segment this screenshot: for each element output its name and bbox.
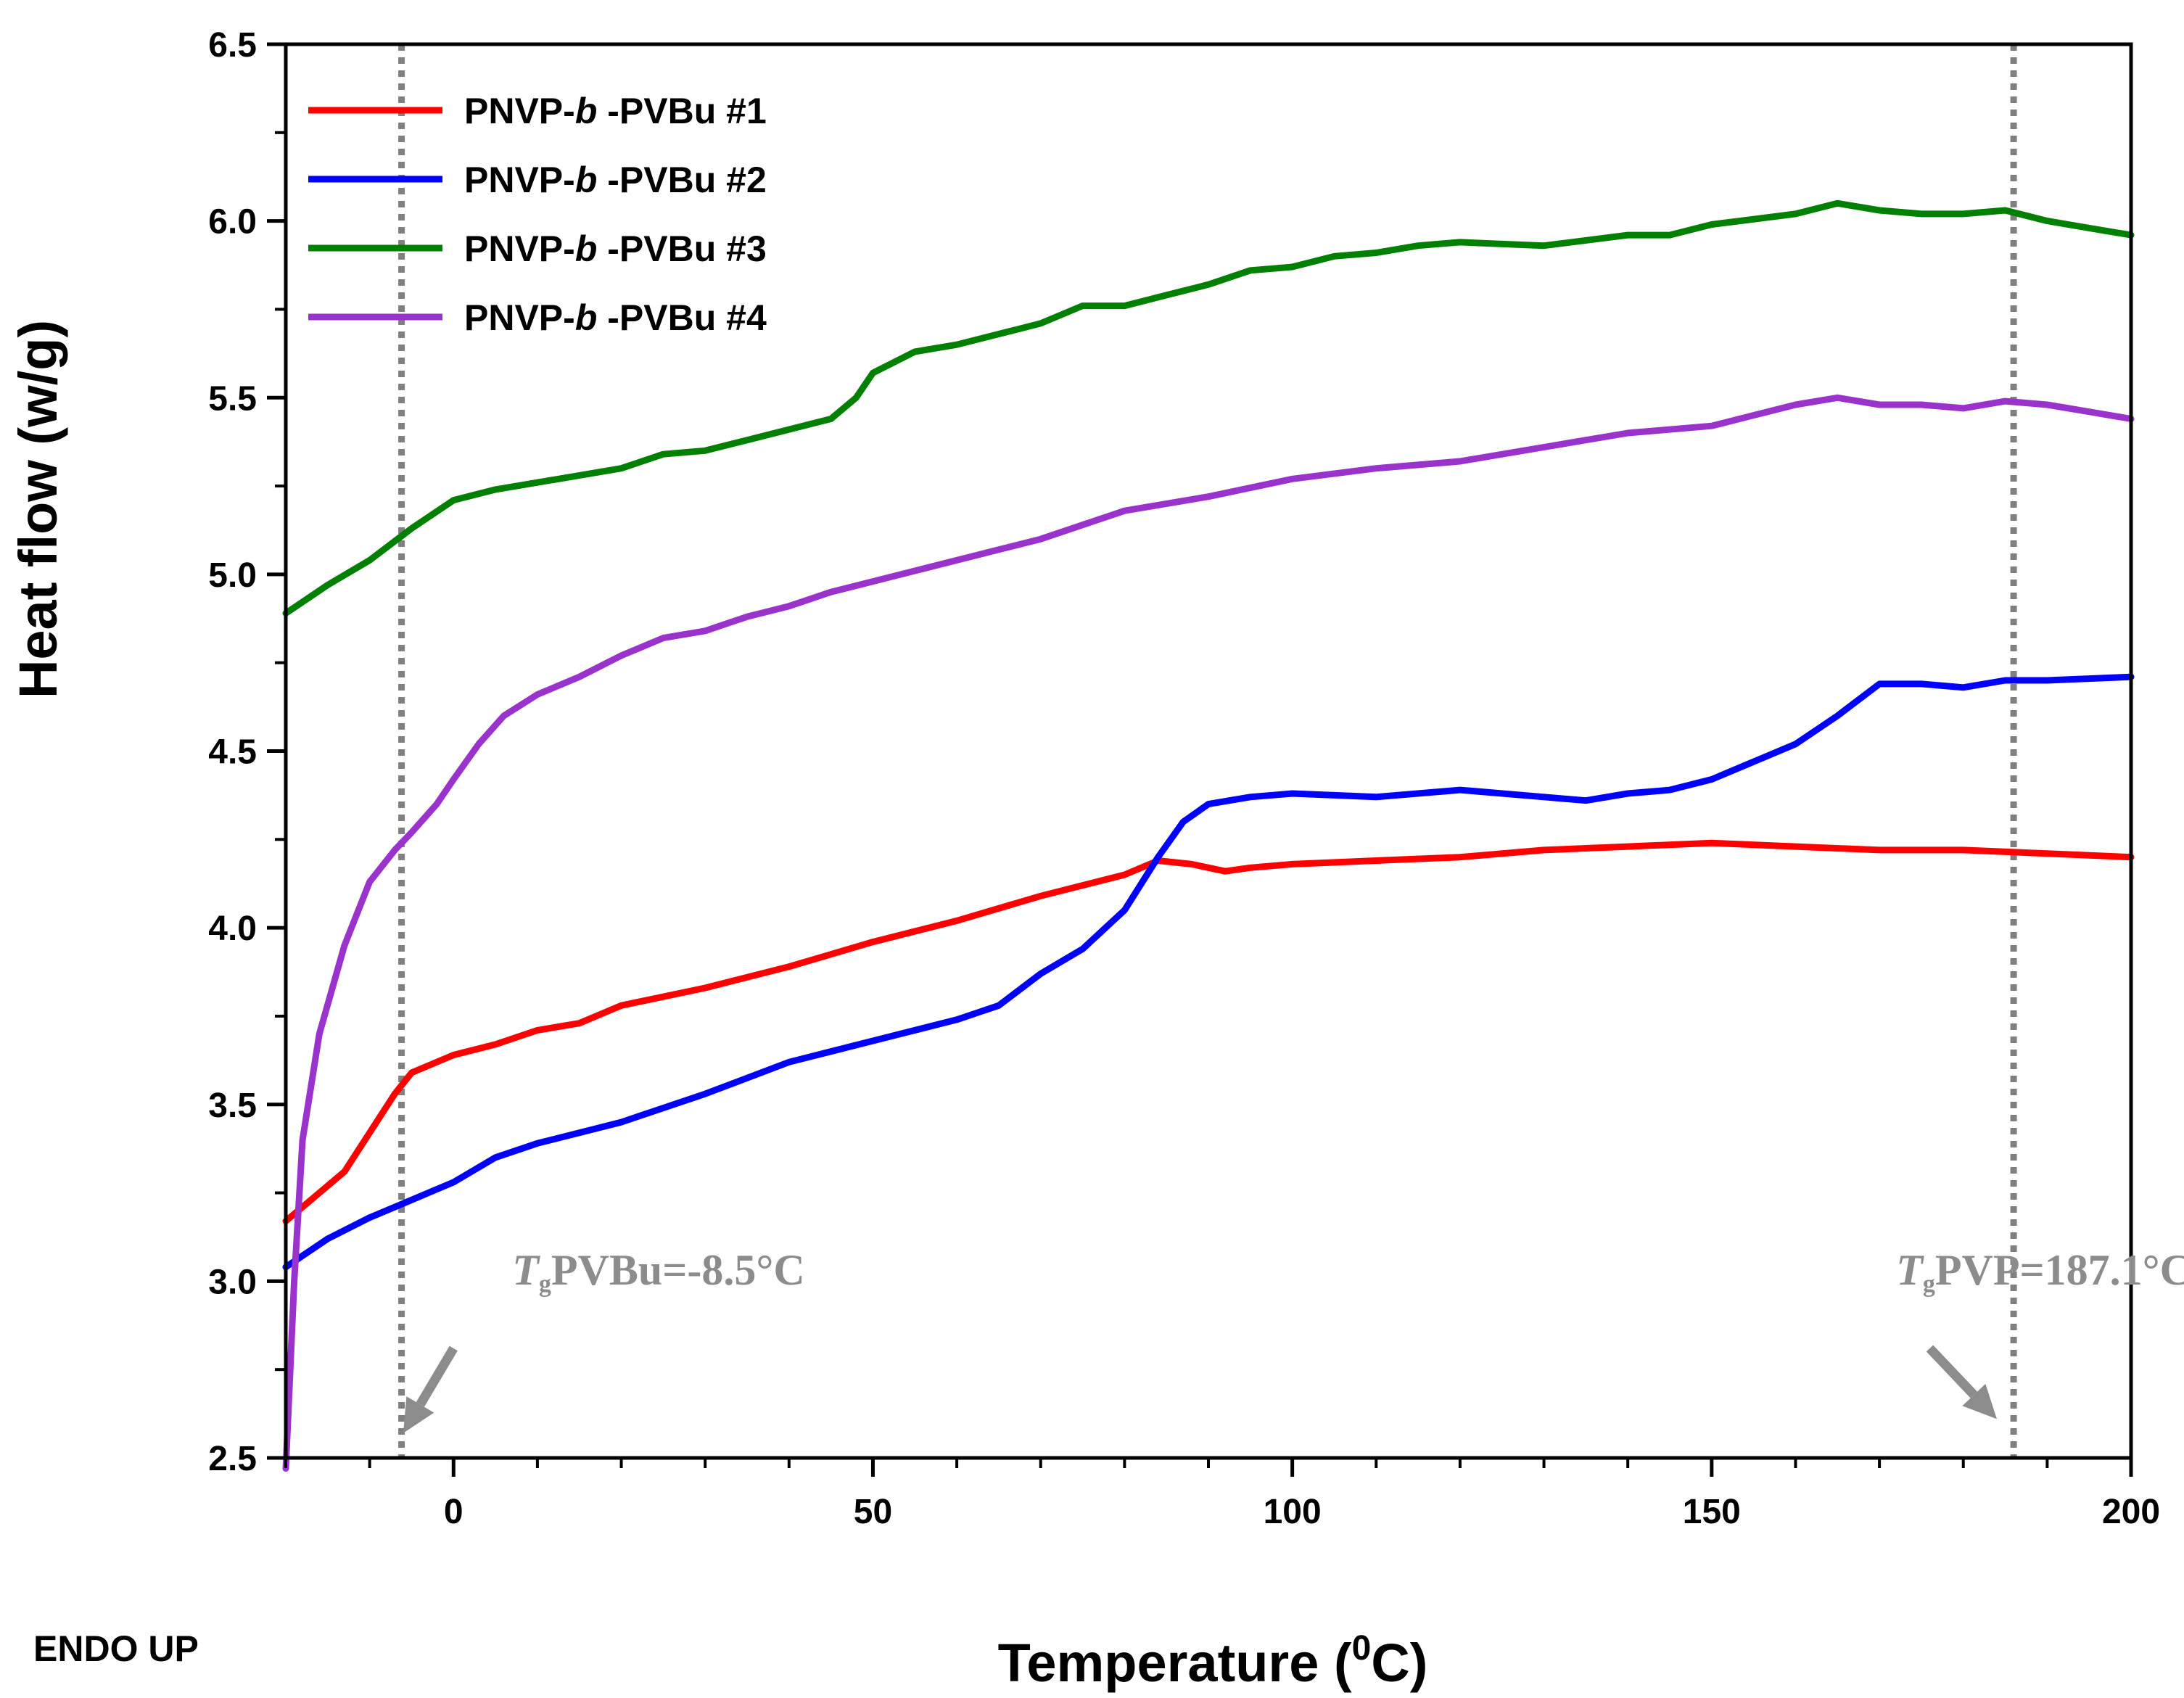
y-axis-label: Heat flow (w/g): [8, 320, 68, 698]
x-axis-label-tail: C): [1371, 1633, 1427, 1693]
legend-label-4: PNVP-b -PVBu #4: [464, 297, 767, 338]
y-tick-label: 2.5: [208, 1440, 257, 1478]
legend-label-2: PNVP-b -PVBu #2: [464, 160, 767, 200]
annotation-arrow-1: [416, 1345, 458, 1407]
y-tick-label: 3.0: [208, 1263, 257, 1301]
x-tick-label: 200: [2102, 1493, 2160, 1531]
reference-lines: [398, 44, 2017, 1458]
x-tick-label: 0: [444, 1493, 463, 1531]
x-axis-ticks: 0 50 100 150 200: [284, 1458, 2160, 1531]
annotation-arrowhead-1: [403, 1396, 434, 1433]
series-line-3: [282, 199, 2135, 617]
x-tick-label: 50: [854, 1493, 892, 1531]
y-tick-label: 4.5: [208, 733, 257, 772]
y-axis-ticks: 2.5 3.0 3.5 4.0 4.5 5.0 5.5 6.0 6.5: [208, 26, 286, 1478]
annotation-arrow-2: [1926, 1345, 1978, 1398]
y-tick-label: 3.5: [208, 1087, 257, 1125]
y-tick-label: 5.5: [208, 379, 257, 418]
legend-label-3: PNVP-b -PVBu #3: [464, 228, 767, 269]
x-axis-label: Temperature (0C): [998, 1629, 1428, 1693]
legend: PNVP-b -PVBu #1 PNVP-b -PVBu #2 PNVP-b -PV…: [308, 91, 767, 338]
annotation-label-2: TgPVP=187.1°C: [1896, 1246, 2184, 1298]
y-tick-label: 6.0: [208, 203, 257, 242]
annotation-arrowhead-2: [1962, 1383, 1997, 1419]
series-line-2: [282, 673, 2135, 1271]
series-line-1: [282, 839, 2135, 1224]
x-axis-label-main: Temperature (: [998, 1633, 1352, 1693]
series-line-4: [282, 394, 2135, 1472]
series-lines: [282, 199, 2135, 1472]
x-tick-label: 150: [1683, 1493, 1741, 1531]
annotations: TgPVBu=-8.5°C TgPVP=187.1°C: [403, 1246, 2184, 1433]
y-tick-label: 6.5: [208, 26, 257, 65]
endo-up-note: ENDO UP: [33, 1628, 199, 1669]
y-tick-label: 4.0: [208, 910, 257, 948]
x-axis-label-sup: 0: [1352, 1629, 1372, 1668]
y-tick-label: 5.0: [208, 556, 257, 595]
x-tick-label: 100: [1264, 1493, 1322, 1531]
legend-label-1: PNVP-b -PVBu #1: [464, 91, 767, 131]
annotation-label-1: TgPVBu=-8.5°C: [512, 1246, 805, 1298]
